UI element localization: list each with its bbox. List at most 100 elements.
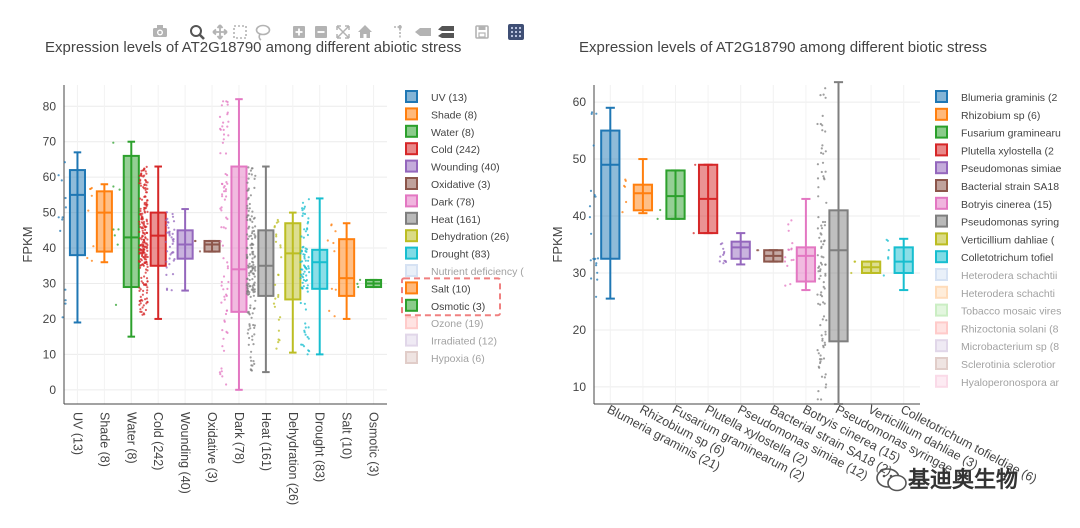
legend-item-microbacterium-sp-8[interactable]: Microbacterium sp (8 [935, 339, 1059, 353]
legend-item-cold-242[interactable]: Cold (242) [405, 142, 480, 156]
data-point [816, 177, 820, 180]
box-colletotrichum-tofiel[interactable]: Colletotrichum tofiel [882, 237, 914, 292]
data-point [249, 270, 252, 274]
data-point [222, 138, 225, 141]
data-point [588, 205, 592, 208]
legend-item-heat-161[interactable]: Heat (161) [405, 211, 481, 226]
box-osmotic-3[interactable]: Osmotic (3) [356, 278, 383, 289]
zoom-out-icon[interactable]: Zoom out [315, 26, 327, 38]
legend-item-botryis-cinerea-15[interactable]: Botryis cinerea (15) [935, 196, 1052, 211]
legend-swatch [935, 179, 948, 192]
home-icon[interactable]: Reset axes [358, 25, 372, 38]
box-pseudomonas-syring[interactable]: Pseudomonas syring [816, 81, 849, 405]
legend-item-dehydration-26[interactable]: Dehydration (26) [405, 229, 509, 243]
data-point [223, 295, 226, 298]
data-point [357, 285, 360, 289]
autoscale-icon[interactable]: Autoscale [336, 25, 350, 39]
legend-item-tobacco-mosaic-vires[interactable]: Tobacco mosaic vires [935, 303, 1061, 318]
box-heat-161[interactable]: Heat (161) [245, 165, 275, 374]
legend-item-rhizobium-sp-6[interactable]: Rhizobium sp (6) [935, 107, 1040, 122]
data-point [247, 209, 250, 212]
legend-item-osmotic-3[interactable]: Osmotic (3) [405, 298, 485, 313]
box-botryis-cinerea-15[interactable]: Botryis cinerea (15) [783, 197, 817, 292]
legend-item-nutrient-deficiency[interactable]: Nutrient deficiency ( [405, 264, 524, 278]
box-shade-8[interactable]: Shade (8) [86, 183, 113, 264]
legend-item-rhizoctonia-solani-8[interactable]: Rhizoctonia solani (8 [935, 321, 1059, 335]
legend-item-fusarium-graminearu[interactable]: Fusarium graminearu [935, 125, 1061, 140]
data-point [253, 362, 256, 365]
legend-item-wounding-40[interactable]: Wounding (40) [405, 159, 500, 174]
legend-label: Sclerotinia sclerotior [961, 359, 1056, 371]
box-dark-78[interactable]: Dark (78) [218, 98, 248, 391]
camera-icon[interactable]: Download plot as a png [153, 25, 167, 37]
plotly-logo-icon[interactable]: Produced with Plotly [508, 24, 524, 40]
legend-item-ozone-19[interactable]: Ozone (19) [405, 316, 484, 330]
data-point [277, 341, 280, 344]
box-wounding-40[interactable]: Wounding (40) [164, 208, 194, 292]
data-point [247, 328, 250, 331]
legend-swatch [405, 177, 418, 190]
legend-item-hyaloperonospora-ar[interactable]: Hyaloperonospora ar [935, 374, 1060, 389]
data-point [274, 283, 277, 286]
legend-swatch [935, 374, 948, 388]
data-point [252, 266, 255, 269]
box-fusarium-graminearu[interactable]: Fusarium graminearu [656, 169, 686, 220]
box-pseudomonas-simiae[interactable]: Pseudomonas simiae [718, 232, 751, 266]
data-point [819, 94, 822, 97]
zoom-in-icon[interactable]: Zoom in [293, 26, 305, 38]
box-rhizobium-sp-6[interactable]: Rhizobium sp (6) [621, 158, 654, 215]
box-dehydration-26[interactable]: Dehydration (26) [272, 211, 302, 354]
legend-item-shade-8[interactable]: Shade (8) [405, 107, 477, 121]
legend-label: Heterodera schachti [961, 288, 1055, 300]
box-uv-13[interactable]: UV (13) [57, 151, 86, 324]
data-point [252, 294, 255, 297]
save-icon[interactable]: Save [475, 25, 489, 39]
box-cold-242[interactable]: Cold (242) [138, 165, 167, 320]
box-select-icon[interactable]: Box Select [233, 25, 247, 39]
legend-item-sclerotinia-sclerotior[interactable]: Sclerotinia sclerotior [935, 357, 1056, 371]
data-point [143, 256, 146, 259]
legend-item-heterodera-schachtii[interactable]: Heterodera schachtii [935, 268, 1057, 282]
data-point [722, 262, 725, 265]
data-point [142, 248, 146, 251]
spike-lines-icon[interactable]: Toggle Spike Lines [394, 25, 402, 39]
legend-item-colletotrichum-tofiel[interactable]: Colletotrichum tofiel [935, 250, 1053, 264]
box-drought-83[interactable]: Drought (83) [299, 197, 329, 356]
data-point [823, 240, 826, 243]
legend-item-bacterial-strain-sa18[interactable]: Bacterial strain SA18 [935, 179, 1059, 193]
data-point [253, 233, 256, 236]
box-bacterial-strain-sa18[interactable]: Bacterial strain SA18 [756, 249, 784, 263]
legend-item-verticillium-dahliae[interactable]: Verticillium dahliae ( [935, 232, 1055, 246]
legend-item-uv-13[interactable]: UV (13) [405, 90, 467, 104]
data-point [304, 322, 307, 325]
box-plutella-xylostella-2[interactable]: Plutella xylostella (2 [692, 163, 719, 235]
legend-item-irradiated-12[interactable]: Irradiated (12) [405, 333, 497, 348]
zoom-icon[interactable]: Zoom [190, 25, 205, 40]
legend-item-oxidative-3[interactable]: Oxidative (3) [405, 177, 491, 191]
data-point [253, 326, 256, 329]
data-point [824, 272, 827, 275]
legend-item-drought-83[interactable]: Drought (83) [405, 246, 490, 261]
box-verticillium-dahliae[interactable]: Verticillium dahliae ( [850, 260, 882, 275]
box-water-8[interactable]: Water (8) [112, 140, 140, 338]
pan-icon[interactable]: Pan [212, 24, 228, 40]
legend-item-blumeria-graminis-2[interactable]: Blumeria graminis (2 [935, 90, 1057, 104]
legend-item-pseudomonas-syring[interactable]: Pseudomonas syring [935, 214, 1059, 229]
legend-item-pseudomonas-simiae[interactable]: Pseudomonas simiae [935, 161, 1062, 175]
data-point [138, 252, 141, 255]
lasso-select-icon[interactable]: Lasso Select [255, 24, 271, 41]
legend-item-dark-78[interactable]: Dark (78) [405, 194, 475, 208]
hover-compare-icon[interactable]: Compare data on hover [438, 26, 454, 38]
legend-item-hypoxia-6[interactable]: Hypoxia (6) [405, 351, 485, 365]
legend-item-heterodera-schachti[interactable]: Heterodera schachti [935, 285, 1055, 300]
data-point [170, 236, 173, 239]
hover-closest-icon[interactable]: Show closest data on hover [415, 28, 431, 36]
box-oxidative-3[interactable]: Oxidative (3) [193, 239, 221, 253]
x-tick-label: Osmotic (3) [367, 412, 381, 477]
legend-item-water-8[interactable]: Water (8) [405, 124, 474, 139]
legend-item-salt-10[interactable]: Salt (10) [405, 281, 471, 295]
box-salt-10[interactable]: Salt (10) [326, 222, 356, 320]
legend-item-plutella-xylostella-2[interactable]: Plutella xylostella (2 [935, 143, 1054, 157]
data-point [307, 217, 310, 220]
box-blumeria-graminis-2[interactable]: Blumeria graminis (2 [588, 106, 621, 300]
